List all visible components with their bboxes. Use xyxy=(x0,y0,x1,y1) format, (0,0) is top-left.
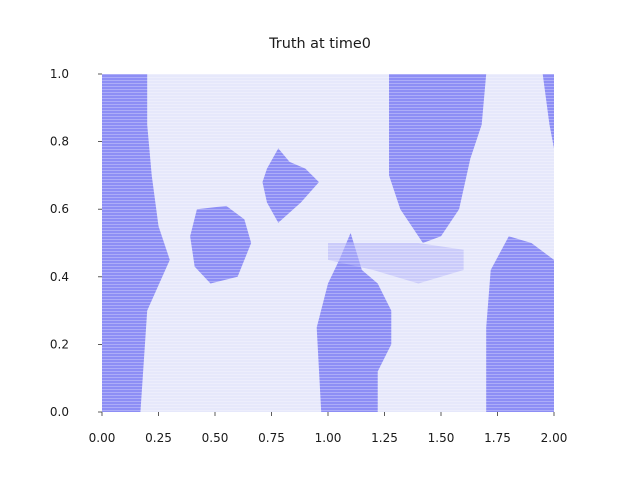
x-tick-label: 0.25 xyxy=(145,431,172,445)
x-tick-label: 2.00 xyxy=(541,431,568,445)
y-tick-label: 1.0 xyxy=(50,67,69,81)
x-tick-label: 1.75 xyxy=(484,431,511,445)
y-tick-label: 0.8 xyxy=(50,135,69,149)
y-tick-label: 0.6 xyxy=(50,202,69,216)
x-tick-label: 1.00 xyxy=(315,431,342,445)
plot-area xyxy=(102,74,554,412)
y-axis: 0.0 0.2 0.4 0.6 0.8 1.0 xyxy=(50,67,102,419)
scanline-overlay xyxy=(102,74,554,412)
y-tick-label: 0.2 xyxy=(50,337,69,351)
x-tick-label: 0.75 xyxy=(258,431,285,445)
chart-title: Truth at time0 xyxy=(268,36,371,52)
x-tick-label: 0.00 xyxy=(89,431,116,445)
x-axis: 0.00 0.25 0.50 0.75 1.00 1.25 1.50 1.75 2.00 xyxy=(89,412,568,445)
x-tick-label: 0.50 xyxy=(202,431,229,445)
x-tick-label: 1.25 xyxy=(371,431,398,445)
y-tick-label: 0.0 xyxy=(50,405,69,419)
y-tick-label: 0.4 xyxy=(50,270,69,284)
x-tick-label: 1.50 xyxy=(428,431,455,445)
